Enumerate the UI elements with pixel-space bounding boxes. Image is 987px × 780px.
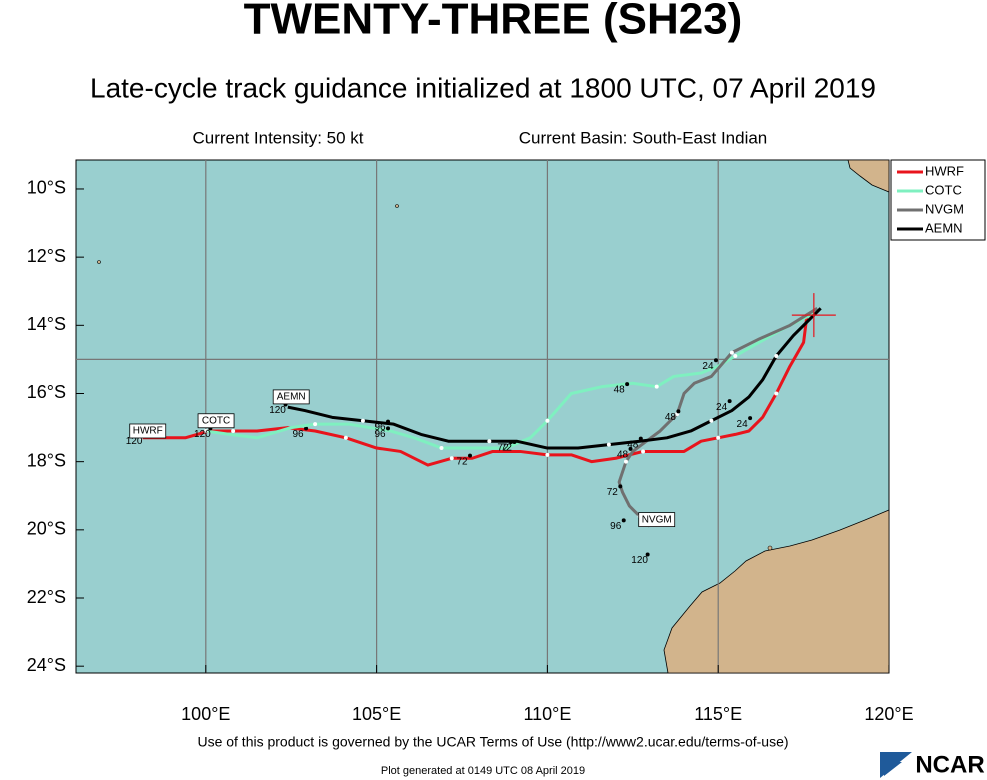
hour-dot	[512, 440, 517, 445]
hour-dot	[468, 453, 473, 458]
y-tick-label: 18°S	[27, 450, 66, 470]
track-point	[545, 452, 550, 457]
hour-label: 72	[501, 443, 513, 454]
hour-dot	[625, 382, 630, 387]
y-tick-label: 10°S	[27, 178, 66, 198]
terms: Use of this product is governed by the U…	[197, 734, 788, 750]
track-line	[140, 314, 809, 467]
hour-dot	[386, 426, 391, 431]
title: TWENTY-THREE (SH23)	[244, 0, 743, 44]
track-point	[716, 435, 721, 440]
subtitle: Late-cycle track guidance initialized at…	[90, 72, 876, 103]
track-point	[733, 353, 738, 358]
hour-label: 96	[610, 521, 622, 532]
track-point	[545, 418, 550, 423]
tag-box	[129, 423, 167, 439]
tag-box	[272, 389, 310, 405]
legend-label: NVGM	[925, 201, 964, 216]
australia	[663, 509, 890, 674]
plot: 100°E 105°E 110°E 115°E 120°E 10°S 12°S 14°S 16°…	[27, 160, 914, 724]
y-tick-label: 12°S	[27, 246, 66, 266]
hour-label: 24	[716, 402, 728, 413]
track-point	[439, 446, 444, 451]
hour-label: 48	[614, 385, 626, 396]
y-tick-label: 24°S	[27, 655, 66, 675]
tag-box	[638, 512, 676, 528]
hour-dot	[304, 426, 309, 431]
hour-label: 72	[497, 443, 509, 454]
island	[395, 204, 399, 208]
hour-label: 24	[737, 419, 749, 430]
track-point	[641, 449, 646, 454]
track-line	[617, 307, 819, 528]
hour-label: 96	[292, 429, 304, 440]
track-point	[654, 384, 659, 389]
y-tick-label: 20°S	[27, 519, 66, 539]
basin: Current Basin: South-East Indian	[519, 128, 768, 147]
hour-dot	[676, 409, 681, 414]
hour-dot	[645, 552, 650, 557]
hour-label: 120	[126, 436, 143, 447]
track-point	[487, 439, 492, 444]
island	[97, 260, 101, 264]
y-tick-label: 16°S	[27, 382, 66, 402]
hour-label: 48	[665, 412, 677, 423]
legend-label: HWRF	[925, 163, 964, 178]
island	[767, 545, 773, 551]
hour-label: 72	[456, 456, 468, 467]
tag-label: NVGM	[642, 514, 672, 525]
hour-dot	[638, 436, 643, 441]
logo: NCAR	[880, 751, 985, 778]
track-point	[360, 418, 365, 423]
tag-label: COTC	[202, 415, 230, 426]
land	[97, 159, 890, 674]
track-point	[449, 456, 454, 461]
hour-label: 96	[374, 429, 386, 440]
hour-dot	[618, 484, 623, 489]
track-point	[729, 350, 734, 355]
x-tick-label: 120°E	[864, 704, 913, 724]
x-tick-label: 110°E	[523, 704, 571, 724]
track-point	[231, 428, 236, 433]
track-point	[343, 435, 348, 440]
x-tick-label: 100°E	[181, 704, 230, 724]
hour-dot	[713, 358, 718, 363]
tag-box	[197, 413, 235, 429]
intensity: Current Intensity: 50 kt	[192, 128, 363, 147]
hour-label: 96	[374, 422, 386, 433]
x-tick-label: 115°E	[694, 704, 742, 724]
x-tick-label: 105°E	[352, 704, 401, 724]
tag-label: AEMN	[277, 392, 306, 403]
hour-dot	[621, 518, 626, 523]
hour-label: 48	[617, 449, 629, 460]
y-tick-label: 14°S	[27, 314, 66, 334]
hour-label: 24	[702, 361, 714, 372]
legend-label: AEMN	[925, 220, 963, 235]
track-point	[774, 391, 779, 396]
track-point	[606, 442, 611, 447]
track-point	[313, 422, 318, 427]
y-tick-label: 22°S	[27, 587, 66, 607]
hour-label: 120	[194, 429, 211, 440]
hour-label: 120	[269, 405, 286, 416]
tag-label: HWRF	[133, 426, 163, 437]
hour-dot	[727, 399, 732, 404]
island	[847, 159, 890, 193]
hour-dot	[628, 446, 633, 451]
track-point	[709, 418, 714, 423]
hour-label: 120	[631, 555, 648, 566]
logo-mark	[880, 752, 912, 778]
generated: Plot generated at 0149 UTC 08 April 2019	[381, 765, 585, 777]
hour-dot	[748, 416, 753, 421]
track-point	[774, 353, 779, 358]
track-point	[203, 428, 208, 433]
hour-label: 72	[607, 487, 619, 498]
logo-text: NCAR	[915, 751, 984, 778]
track-point	[623, 459, 628, 464]
legend-label: COTC	[925, 182, 962, 197]
hour-label: 48	[627, 439, 639, 450]
